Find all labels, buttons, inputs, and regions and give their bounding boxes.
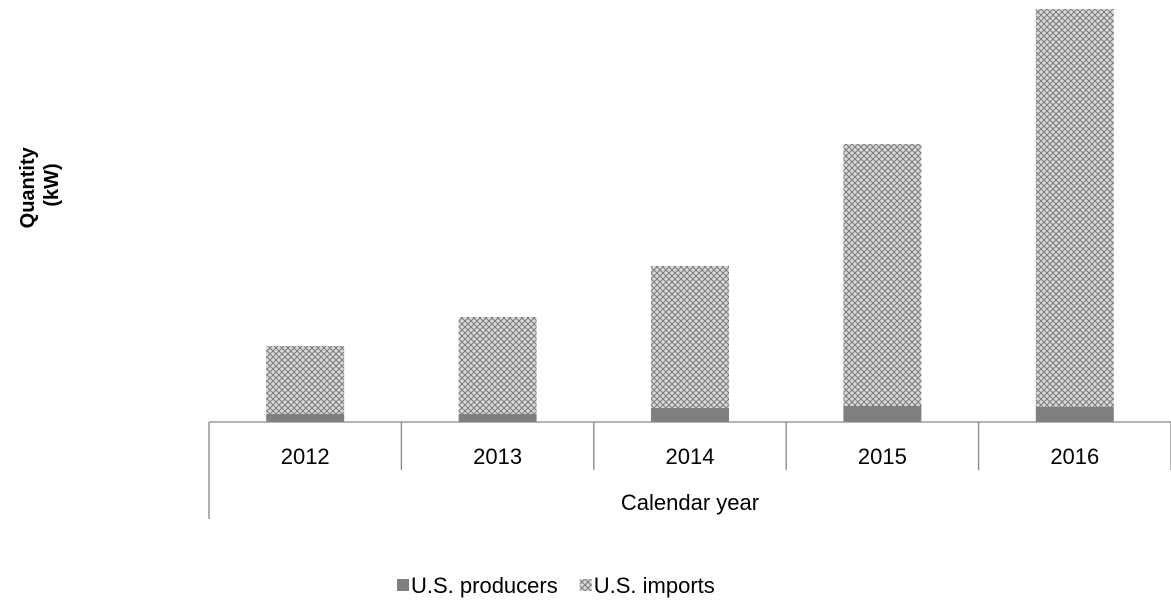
x-axis xyxy=(208,421,1171,519)
legend-swatch-1 xyxy=(397,579,409,591)
bar-u-s-producers-2014 xyxy=(651,408,729,422)
x-tick-label-2013: 2013 xyxy=(473,444,522,469)
bar-u-s-imports-2013 xyxy=(458,317,537,414)
bar-u-s-imports-2014 xyxy=(651,266,729,408)
x-tick-labels: 2012 2013 2014 2015 2016 xyxy=(281,444,1100,469)
bar-u-s-imports-2015 xyxy=(843,144,922,406)
x-tick-label-2014: 2014 xyxy=(666,444,715,469)
legend-swatch-2 xyxy=(579,579,592,591)
legend: U.S. producers U.S. imports xyxy=(397,573,715,598)
x-axis-title: Calendar year xyxy=(621,490,759,515)
legend-label-2: U.S. imports xyxy=(594,573,715,598)
y-axis-title-line-2: (kW) xyxy=(41,163,63,206)
bar-u-s-producers-2016 xyxy=(1035,407,1114,422)
bar-u-s-producers-2015 xyxy=(843,406,922,422)
y-axis-title-line-1: Quantity xyxy=(17,146,39,228)
bar-u-s-imports-2012 xyxy=(266,346,345,414)
bar-u-s-imports-2016 xyxy=(1035,9,1114,407)
x-tick-label-2012: 2012 xyxy=(281,444,330,469)
legend-label-1: U.S. producers xyxy=(411,573,558,598)
x-tick-label-2016: 2016 xyxy=(1050,444,1099,469)
x-tick-label-2015: 2015 xyxy=(858,444,907,469)
bar-u-s-producers-2013 xyxy=(458,414,537,422)
bars-group xyxy=(266,9,1114,422)
y-axis-title: Quantity (kW) xyxy=(17,142,63,229)
bar-u-s-producers-2012 xyxy=(266,414,345,422)
